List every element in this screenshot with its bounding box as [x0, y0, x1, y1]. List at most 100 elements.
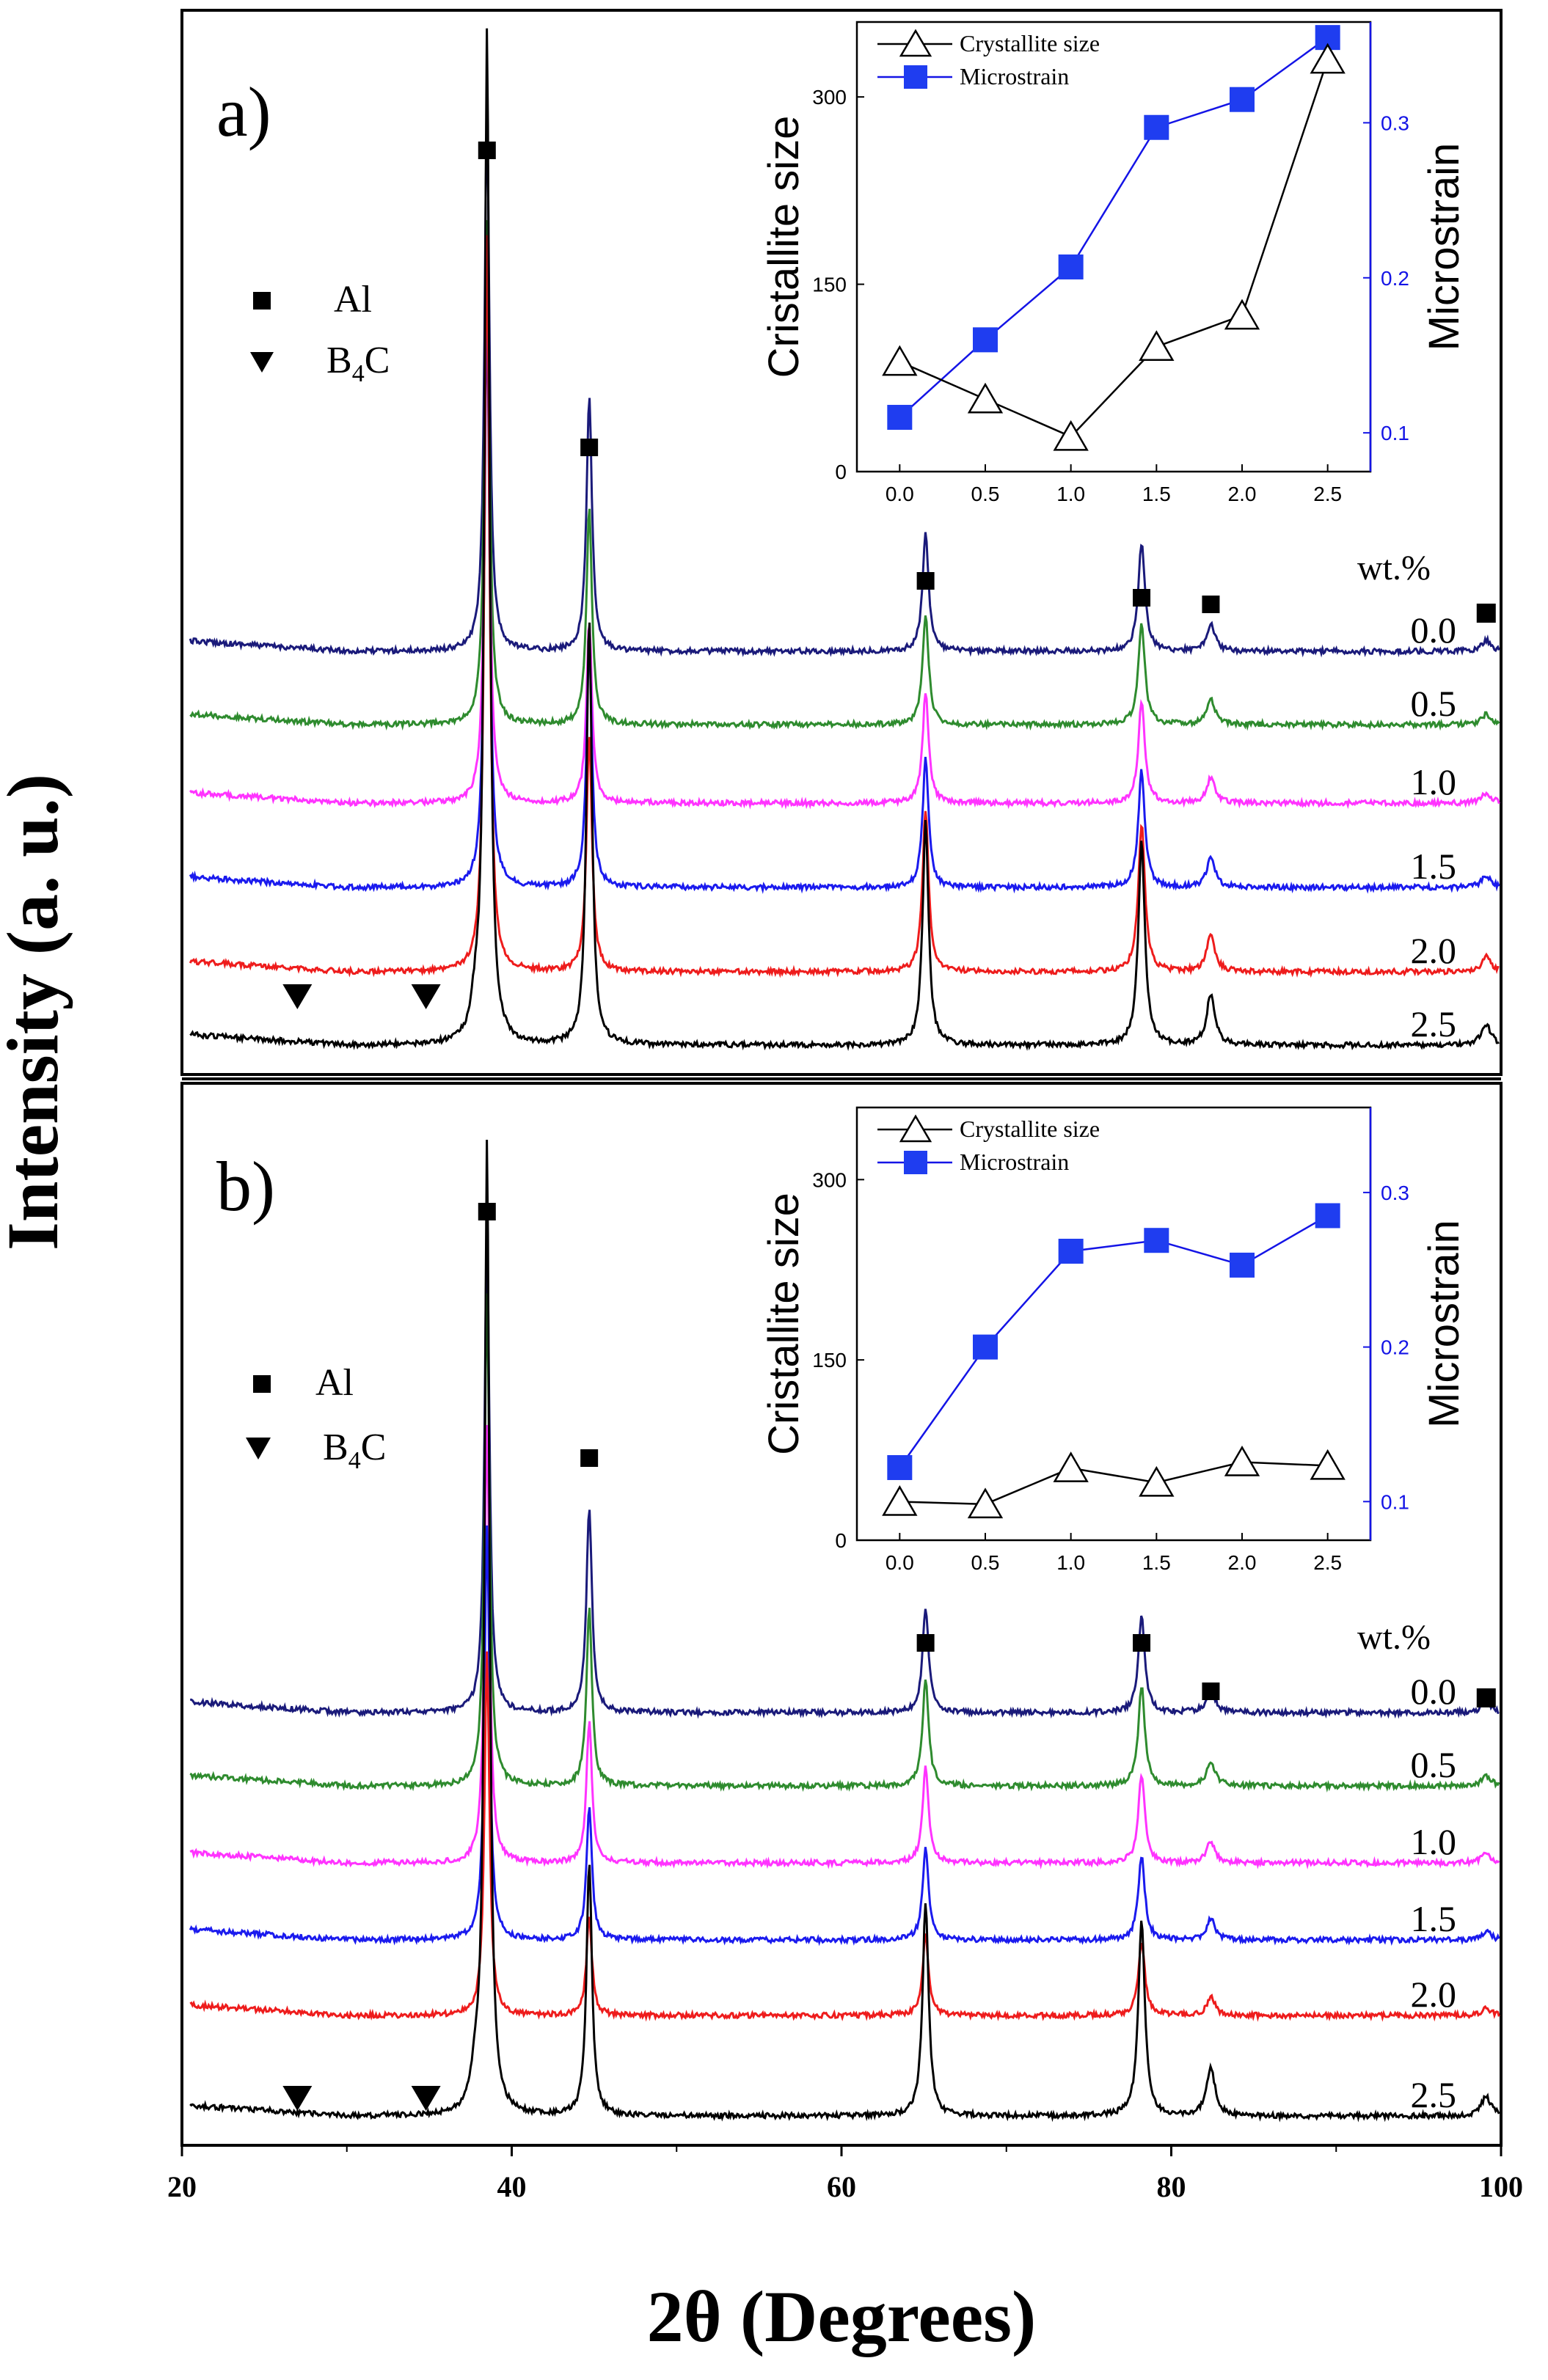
microstrain-point [1230, 87, 1255, 112]
microstrain-point [887, 405, 913, 431]
al-marker-2 [916, 572, 935, 590]
x-tick-label: 40 [497, 2170, 527, 2203]
microstrain-point [1230, 1252, 1255, 1278]
legend-b-b4c-marker [246, 1438, 271, 1460]
x-tick-label: 80 [1157, 2170, 1186, 2203]
legend-b-b4c-tail: C [361, 1427, 387, 1468]
trace-1-0 [189, 299, 1500, 810]
panel-a-frame [180, 9, 1503, 1076]
inset-left-title: Cristallite size [760, 116, 808, 378]
al-marker-3 [1133, 589, 1151, 607]
inset-xtick-label: 0.0 [886, 483, 914, 505]
wt-label-1-0: 1.0 [1411, 1821, 1457, 1862]
al-marker-4 [1202, 596, 1220, 613]
inset-xtick-label: 1.5 [1142, 483, 1171, 505]
crystallite-point [1139, 1465, 1175, 1497]
panel-b-content: 0.0 0.5 1.0 1.5 2.0 2.5 0.0 0.5 1.0 1.5 2.0 2.5 0 150… [189, 1106, 1500, 2123]
inset-ytick-left-label: 300 [812, 1168, 847, 1191]
wt-label-0-5: 0.5 [1411, 683, 1457, 724]
inset-xtick-label: 1.5 [1142, 1551, 1171, 1574]
crystallite-point [1310, 1449, 1346, 1480]
crystallite-point [1224, 299, 1260, 330]
wt-label-2-5: 2.5 [1411, 1003, 1457, 1044]
inset-ytick-right-label: 0.1 [1381, 1490, 1409, 1513]
crystallite-line [899, 59, 1329, 438]
legend-a-b4c-tail: C [365, 340, 390, 381]
b4c-marker-1 [411, 984, 441, 1009]
trace-2-0 [189, 1651, 1500, 2022]
inset-right-title: Microstrain [1420, 1220, 1468, 1428]
trace-0-0 [189, 111, 1500, 658]
inset-xtick-label: 0.0 [886, 1551, 914, 1574]
x-tick-label: 60 [827, 2170, 856, 2203]
inset-ytick-left-label: 300 [812, 86, 847, 109]
trace-2-5 [189, 1139, 1500, 2123]
inset-xtick-label: 1.0 [1056, 483, 1085, 505]
inset-xtick-label: 2.0 [1228, 483, 1257, 505]
x-axis-title: 2θ (Degrees) [647, 2276, 1037, 2357]
crystallite-point [1053, 1451, 1089, 1482]
wt-label-0-0: 0.0 [1411, 1671, 1457, 1712]
al-marker-2 [916, 1634, 935, 1652]
microstrain-point [1144, 1228, 1169, 1253]
panel-a: a) 0.00.51.01.52.02.50.0 0.5 1.0 1.5 2.0 2.50… [180, 9, 1503, 1076]
crystallite-line [899, 1461, 1328, 1506]
wt-label-0-0: 0.0 [1411, 609, 1457, 651]
al-marker-1 [580, 439, 599, 456]
legend-b-b4c-main: B [323, 1427, 348, 1468]
trace-1-5 [189, 305, 1500, 894]
wt-label-1-0: 1.0 [1411, 761, 1457, 802]
legend-a-b4c-label: B4C [326, 340, 390, 387]
x-axis: 20 40 60 80 100 [167, 2145, 1523, 2203]
al-marker-3 [1133, 1634, 1151, 1652]
trace-0-0 [190, 1233, 1500, 1719]
wt-label-a: wt.% [1357, 549, 1431, 587]
crystallite-point [967, 382, 1004, 414]
al-marker-5 [1476, 604, 1496, 623]
microstrain-point [1058, 254, 1084, 279]
inset-b: 0.0 0.5 1.0 1.5 2.0 2.5 0 150 300 0.1 0.2 0.3 Crista… [760, 1106, 1468, 1574]
inset-ytick-left-label: 0 [835, 1529, 847, 1552]
al-marker-4 [1202, 1683, 1220, 1700]
panel-b: b) 0.00.51.01.52.02.50.0 0.5 1.0 1.5 2.0 2.50… [180, 1082, 1503, 2147]
crystallite-point [1139, 330, 1175, 361]
inset-ytick-left-label: 150 [812, 274, 847, 296]
trace-1-0 [189, 1424, 1500, 1870]
legend-b-al-label: Al [315, 1362, 354, 1404]
inset-frame [855, 21, 1372, 473]
inset-xtick-label: 1.0 [1056, 1551, 1085, 1574]
inset-frame [855, 1106, 1372, 1542]
inset-right-title: Microstrain [1420, 143, 1468, 351]
microstrain-line [899, 37, 1329, 418]
legend-a-b4c-main: B [326, 340, 352, 381]
legend-b-al-marker [253, 1375, 271, 1393]
b4c-marker-0 [282, 2086, 313, 2111]
inset-legend-microstrain-label: Microstrain [960, 63, 1069, 89]
inset-legend-crystallite-marker [899, 1114, 932, 1143]
inset-xtick-label: 0.5 [971, 1551, 1000, 1574]
wt-label-2-5: 2.5 [1411, 2074, 1457, 2115]
al-marker-5 [1476, 1688, 1496, 1707]
wt-label-b: wt.% [1357, 1618, 1431, 1657]
microstrain-point [973, 1334, 998, 1360]
panel-a-label: a) [216, 73, 271, 151]
inset-xtick-label: 2.5 [1313, 1551, 1342, 1574]
trace-2-0 [189, 235, 1500, 978]
trace-1-5 [189, 1525, 1500, 1947]
microstrain-point [1144, 114, 1169, 140]
crystallite-point [882, 345, 918, 376]
wt-label-1-5: 1.5 [1411, 846, 1457, 887]
inset-ytick-right-label: 0.2 [1381, 1336, 1409, 1359]
wt-label-1-5: 1.5 [1411, 1898, 1457, 1939]
panel-a-content: 0.0 0.5 1.0 1.5 2.0 2.5 0.0 0.5 1.0 1.5 2.0 2.5 0 150… [189, 21, 1500, 1051]
inset-legend-crystallite-label: Crystallite size [960, 30, 1100, 56]
inset-xtick-label: 0.5 [971, 483, 1000, 505]
inset-ytick-left-label: 150 [812, 1349, 847, 1372]
legend-b-b4c-label: B4C [323, 1427, 386, 1474]
legend-b: Al B4C [246, 1362, 386, 1474]
trace-0-5 [189, 220, 1500, 731]
inset-xtick-label: 2.5 [1313, 483, 1342, 505]
inset-legend-microstrain-label: Microstrain [960, 1149, 1069, 1175]
wt-label-2-0: 2.0 [1411, 930, 1457, 971]
